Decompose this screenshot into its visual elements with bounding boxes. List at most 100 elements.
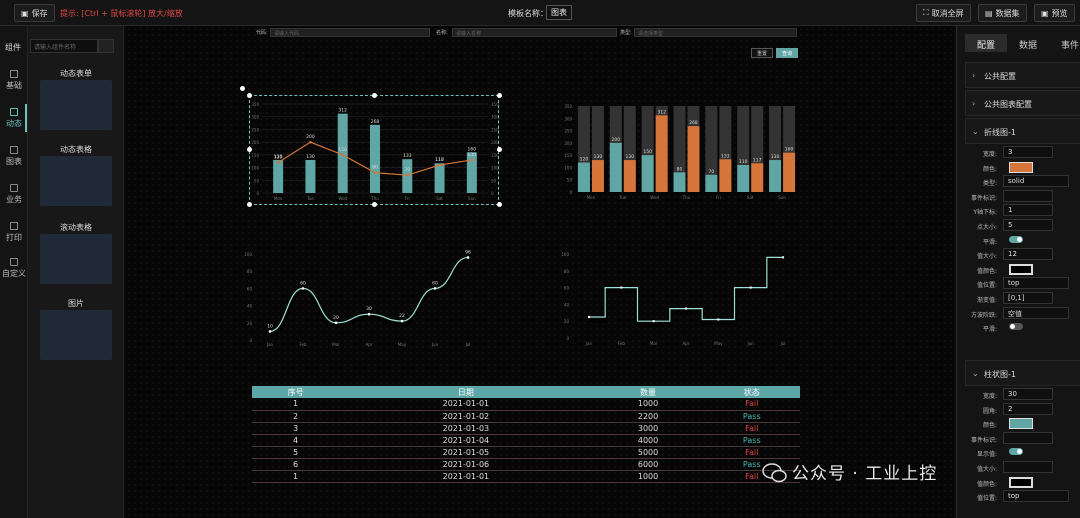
type-select[interactable]: 请选择类型 xyxy=(634,28,797,37)
y-tick-label: 250 xyxy=(251,127,259,132)
property-input[interactable]: 30 xyxy=(1003,388,1053,400)
tab-config[interactable]: 配置 xyxy=(965,34,1008,52)
y2-tick-label: 0 xyxy=(491,191,494,196)
property-label: 值位置: xyxy=(976,282,997,290)
property-input[interactable] xyxy=(1003,189,1053,202)
nav-basic[interactable]: 基础 xyxy=(0,70,28,91)
property-label: 方波阶跃: xyxy=(970,311,997,319)
code-label: 代码: xyxy=(256,30,268,36)
component-card-dynamic-form[interactable]: 动态表单 xyxy=(33,68,119,130)
property-row: 宽度: 3 xyxy=(965,146,1080,160)
x-tick-label: Jul xyxy=(780,341,786,346)
property-label: 颜色: xyxy=(982,165,997,173)
y2-tick-label: 300 xyxy=(491,115,499,120)
bar xyxy=(641,155,654,192)
resize-handle-t[interactable] xyxy=(372,93,377,98)
dataset-button[interactable]: ▤ 数据集 xyxy=(978,4,1027,22)
property-row: 颜色: xyxy=(965,161,1080,175)
line-shadow xyxy=(589,259,783,328)
line-point xyxy=(301,287,305,290)
nav-chart[interactable]: 图表 xyxy=(0,146,28,167)
resize-handle-r[interactable] xyxy=(497,147,502,152)
selection-frame[interactable] xyxy=(249,95,499,205)
color-swatch[interactable] xyxy=(1009,476,1033,488)
table-header: 日期 xyxy=(339,386,593,398)
x-tick-label: Sat xyxy=(436,196,443,201)
property-row: 类型: solid xyxy=(965,175,1080,189)
nav-dynamic[interactable]: 动态 xyxy=(0,108,28,129)
grid-icon xyxy=(10,70,18,78)
template-name-label: 模板名称： xyxy=(508,9,548,18)
nav-custom[interactable]: 自定义 xyxy=(0,258,28,279)
toggle-switch[interactable] xyxy=(1009,323,1023,331)
resize-handle-br[interactable] xyxy=(497,202,502,207)
property-input[interactable]: top xyxy=(1003,490,1069,503)
tab-data[interactable]: 数据 xyxy=(1019,41,1038,51)
property-input[interactable]: top xyxy=(1003,277,1069,290)
toggle-switch[interactable] xyxy=(1009,448,1023,456)
exit-fullscreen-button[interactable]: ⛶ 取消全屏 xyxy=(916,4,971,22)
code-input[interactable]: 请输入代码 xyxy=(270,28,430,37)
bar xyxy=(673,172,686,192)
section-line-chart[interactable]: ⌄ 折线图-1 xyxy=(965,118,1080,144)
print-icon xyxy=(10,222,18,230)
line-point xyxy=(373,171,377,174)
resize-handle-tl[interactable] xyxy=(247,93,252,98)
line-point xyxy=(781,256,785,259)
query-button[interactable]: 查询 xyxy=(776,48,799,58)
component-card-scroll-table[interactable]: 滚动表格 xyxy=(33,222,119,284)
resize-handle-tr[interactable] xyxy=(497,93,502,98)
property-input[interactable]: 1 xyxy=(1003,204,1053,217)
data-label: 200 xyxy=(611,137,620,143)
property-input[interactable]: solid xyxy=(1003,175,1069,188)
search-button[interactable] xyxy=(98,39,114,53)
section-common-config[interactable]: › 公共配置 xyxy=(965,62,1080,88)
component-card-image[interactable]: 图片 xyxy=(33,298,119,360)
save-button[interactable]: ▣ 保存 xyxy=(14,4,55,22)
property-label: 点大小: xyxy=(976,224,997,231)
section-bar-chart[interactable]: ⌄ 柱状图-1 xyxy=(965,360,1080,386)
y2-tick-label: 100 xyxy=(491,166,499,171)
color-swatch[interactable] xyxy=(1009,418,1033,430)
component-card-dynamic-table[interactable]: 动态表格 xyxy=(33,144,119,206)
y-tick-label: 40 xyxy=(564,302,570,307)
rotate-handle[interactable] xyxy=(240,86,245,91)
property-input[interactable]: 2 xyxy=(1003,402,1053,415)
property-input[interactable]: 3 xyxy=(1003,146,1053,158)
bar xyxy=(591,160,604,192)
x-tick-label: Wed xyxy=(650,195,659,200)
property-input[interactable] xyxy=(1003,431,1053,444)
property-input[interactable]: 5 xyxy=(1003,219,1053,231)
x-tick-label: Mon xyxy=(587,195,596,200)
y-tick-label: 100 xyxy=(251,166,259,171)
nav-business[interactable]: 业务 xyxy=(0,184,28,205)
nav-print[interactable]: 打印 xyxy=(0,222,28,243)
section-common-chart-config[interactable]: › 公共图表配置 xyxy=(965,90,1080,116)
line-point xyxy=(367,312,371,316)
preview-button[interactable]: ▣ 预览 xyxy=(1034,4,1075,22)
color-swatch[interactable] xyxy=(1009,161,1033,173)
property-label: 值颜色: xyxy=(976,480,997,488)
tab-event[interactable]: 事件 xyxy=(1061,41,1080,51)
property-input[interactable]: 空值 xyxy=(1003,306,1069,319)
resize-handle-b[interactable] xyxy=(372,202,377,207)
name-input[interactable]: 请输入名称 xyxy=(452,28,617,37)
resize-handle-bl[interactable] xyxy=(247,202,252,207)
table-cell: 4000 xyxy=(592,434,704,447)
reset-button[interactable]: 重置 xyxy=(751,48,774,58)
template-name-input[interactable]: 图表 xyxy=(546,5,572,20)
table-cell: 6 xyxy=(252,458,340,471)
x-tick-label: Tue xyxy=(618,195,626,200)
component-search-input[interactable]: 请输入组件名称 xyxy=(30,39,98,53)
bar xyxy=(434,163,445,193)
property-row: 值颜色: xyxy=(965,263,1080,277)
resize-handle-l[interactable] xyxy=(247,147,252,152)
toggle-switch[interactable] xyxy=(1009,235,1023,243)
property-input[interactable]: [0,1] xyxy=(1003,292,1053,304)
table-cell: 2021-01-04 xyxy=(339,434,593,447)
property-input[interactable] xyxy=(1003,461,1053,473)
data-table: 序号 日期 数量 状态 1 2021-01-01 1000 Fail 2 2021-01-… xyxy=(252,386,800,483)
property-input[interactable]: 12 xyxy=(1003,248,1053,261)
color-swatch[interactable] xyxy=(1009,263,1033,275)
data-label: 130 xyxy=(468,152,477,158)
